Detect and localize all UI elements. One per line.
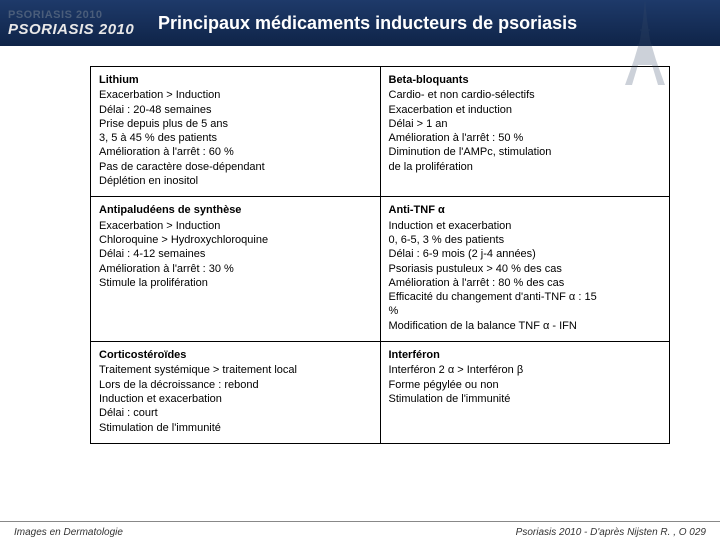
cell-line: 0, 6-5, 3 % des patients: [389, 233, 660, 247]
cell-line: Diminution de l'AMPc, stimulation: [389, 145, 660, 159]
cell-line: Cardio- et non cardio-sélectifs: [389, 88, 660, 102]
page-title: Principaux médicaments inducteurs de pso…: [158, 13, 577, 34]
cell-line: Interféron 2 α > Interféron β: [389, 363, 660, 377]
cell-title: Anti-TNF α: [389, 203, 660, 217]
table-cell: InterféronInterféron 2 α > Interféron βF…: [380, 342, 670, 444]
cell-line: Modification de la balance TNF α - IFN: [389, 319, 660, 333]
cell-line: Efficacité du changement d'anti-TNF α : …: [389, 290, 660, 304]
cell-line: de la prolifération: [389, 160, 660, 174]
slide-footer: Images en Dermatologie Psoriasis 2010 - …: [0, 521, 720, 526]
cell-line: Délai : court: [99, 406, 370, 420]
logo-area: PSORIASIS 2010 PSORIASIS 2010: [0, 0, 150, 46]
cell-line: Délai > 1 an: [389, 117, 660, 131]
cell-line: Déplétion en inositol: [99, 174, 370, 188]
cell-line: Stimulation de l'immunité: [99, 421, 370, 435]
cell-title: Interféron: [389, 348, 660, 362]
medications-table: LithiumExacerbation > InductionDélai : 2…: [90, 66, 670, 444]
cell-title: Antipaludéens de synthèse: [99, 203, 370, 217]
cell-line: Traitement systémique > traitement local: [99, 363, 370, 377]
cell-title: Beta-bloquants: [389, 73, 660, 87]
cell-line: Pas de caractère dose-dépendant: [99, 160, 370, 174]
cell-line: Amélioration à l'arrêt : 30 %: [99, 262, 370, 276]
table-cell: Anti-TNF α Induction et exacerbation0, 6-…: [380, 197, 670, 342]
cell-line: Stimulation de l'immunité: [389, 392, 660, 406]
content-area: LithiumExacerbation > InductionDélai : 2…: [0, 46, 720, 454]
cell-line: Exacerbation et induction: [389, 103, 660, 117]
footer-left-text: Images en Dermatologie: [14, 527, 123, 538]
footer-right-text: Psoriasis 2010 - D'après Nijsten R. , O …: [516, 527, 706, 538]
slide-header: PSORIASIS 2010 PSORIASIS 2010 Principaux…: [0, 0, 720, 46]
cell-line: Prise depuis plus de 5 ans: [99, 117, 370, 131]
table-row: Antipaludéens de synthèse Exacerbation > …: [91, 197, 670, 342]
logo-main-text: PSORIASIS 2010: [8, 21, 150, 38]
cell-line: Induction et exacerbation: [389, 219, 660, 233]
table-cell: CorticostéroïdesTraitement systémique > …: [91, 342, 381, 444]
cell-line: Délai : 20-48 semaines: [99, 103, 370, 117]
cell-title: Corticostéroïdes: [99, 348, 370, 362]
cell-line: Chloroquine > Hydroxychloroquine: [99, 233, 370, 247]
table-cell: Beta-bloquantsCardio- et non cardio-séle…: [380, 67, 670, 197]
table-cell: Antipaludéens de synthèse Exacerbation > …: [91, 197, 381, 342]
cell-line: Délai : 4-12 semaines: [99, 247, 370, 261]
table-cell: LithiumExacerbation > InductionDélai : 2…: [91, 67, 381, 197]
cell-line: 3, 5 à 45 % des patients: [99, 131, 370, 145]
cell-line: %: [389, 304, 660, 318]
cell-line: Stimule la prolifération: [99, 276, 370, 290]
table-row: LithiumExacerbation > InductionDélai : 2…: [91, 67, 670, 197]
footer-divider: [0, 521, 720, 522]
cell-title: Lithium: [99, 73, 370, 87]
cell-line: Amélioration à l'arrêt : 60 %: [99, 145, 370, 159]
table-row: CorticostéroïdesTraitement systémique > …: [91, 342, 670, 444]
cell-line: Amélioration à l'arrêt : 80 % des cas: [389, 276, 660, 290]
cell-line: Lors de la décroissance : rebond: [99, 378, 370, 392]
cell-line: Induction et exacerbation: [99, 392, 370, 406]
cell-line: Délai : 6-9 mois (2 j-4 années): [389, 247, 660, 261]
logo-faint-text: PSORIASIS 2010: [8, 9, 150, 21]
cell-line: Exacerbation > Induction: [99, 88, 370, 102]
cell-line: Psoriasis pustuleux > 40 % des cas: [389, 262, 660, 276]
cell-line: Exacerbation > Induction: [99, 219, 370, 233]
cell-line: Forme pégylée ou non: [389, 378, 660, 392]
cell-line: Amélioration à l'arrêt : 50 %: [389, 131, 660, 145]
